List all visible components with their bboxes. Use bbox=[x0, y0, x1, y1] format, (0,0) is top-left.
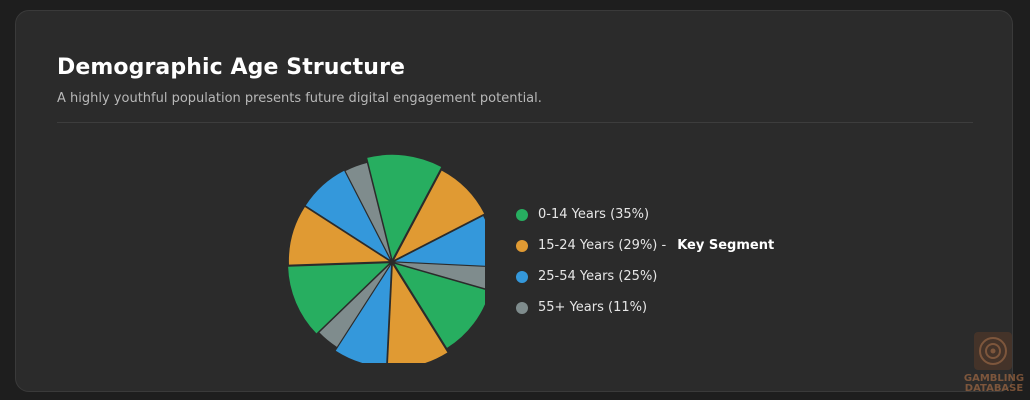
divider bbox=[57, 122, 973, 123]
watermark-text: GAMBLING DATABASE bbox=[963, 373, 1025, 394]
legend-swatch bbox=[516, 301, 528, 314]
pie-slice-55-years[interactable] bbox=[319, 264, 390, 347]
pie-slice-55-years[interactable] bbox=[345, 162, 391, 259]
pie-slice-0-14-years[interactable] bbox=[394, 263, 490, 348]
pie-slice-55-years[interactable] bbox=[395, 262, 492, 289]
pie-slice-25-54-years[interactable] bbox=[305, 170, 390, 260]
pie-chart bbox=[271, 149, 495, 369]
page-subtitle: A highly youthful population presents fu… bbox=[57, 91, 542, 106]
legend-swatch bbox=[516, 270, 528, 283]
pie-slice-0-14-years[interactable] bbox=[288, 263, 390, 334]
chip-icon bbox=[974, 332, 1012, 370]
legend-label: 0-14 Years (35%) bbox=[538, 207, 650, 222]
legend-swatch bbox=[516, 239, 528, 252]
pie-slice-0-14-years[interactable] bbox=[367, 154, 442, 259]
pie-slice-15-24-years[interactable] bbox=[288, 206, 389, 265]
page-title: Demographic Age Structure bbox=[57, 55, 406, 80]
legend-label: 25-54 Years (25%) bbox=[538, 269, 658, 284]
key-segment-note: Key Segment bbox=[677, 238, 775, 253]
chart-legend: 0-14 Years (35%) 15-24 Years (29%) - Key… bbox=[516, 199, 774, 323]
legend-label: 15-24 Years (29%) - bbox=[538, 238, 667, 253]
legend-item-55-plus[interactable]: 55+ Years (11%) bbox=[516, 292, 774, 323]
watermark-logo: GAMBLING DATABASE bbox=[958, 328, 1030, 400]
pie-chart-svg bbox=[288, 154, 495, 369]
legend-item-15-24[interactable]: 15-24 Years (29%) - Key Segment bbox=[516, 230, 774, 261]
pie-slice-25-54-years[interactable] bbox=[335, 265, 392, 367]
legend-swatch bbox=[516, 208, 528, 221]
pie-slice-25-54-years[interactable] bbox=[395, 216, 495, 267]
legend-item-25-54[interactable]: 25-54 Years (25%) bbox=[516, 261, 774, 292]
pie-slice-15-24-years[interactable] bbox=[394, 170, 485, 260]
chart-card: Demographic Age Structure A highly youth… bbox=[15, 10, 1013, 392]
pie-slice-15-24-years[interactable] bbox=[387, 265, 448, 369]
legend-item-0-14[interactable]: 0-14 Years (35%) bbox=[516, 199, 774, 230]
legend-label: 55+ Years (11%) bbox=[538, 300, 648, 315]
